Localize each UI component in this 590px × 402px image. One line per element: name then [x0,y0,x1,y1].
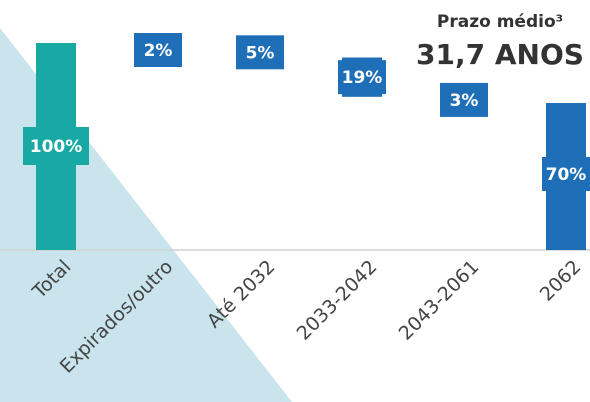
label-box [440,82,488,117]
chart-subtitle: Prazo médio³ [437,12,563,32]
value-label: 70% [546,165,587,185]
value-label: 2% [144,41,173,61]
value-label: 5% [246,43,275,63]
value-label: 3% [450,91,479,111]
label-box [23,127,89,165]
x-tick-label: Até 2032 [203,256,280,333]
x-tick-label: 2033-2042 [293,256,382,345]
chart-title: 31,7 ANOS [416,38,584,71]
label-box [338,60,386,95]
value-label: 19% [342,68,383,88]
value-label: 100% [30,137,83,157]
label-box [542,157,590,191]
x-tick-label: 2043-2061 [395,256,484,345]
label-box [236,35,284,70]
label-box [134,33,182,67]
x-tick-label: 2062 [536,256,586,306]
